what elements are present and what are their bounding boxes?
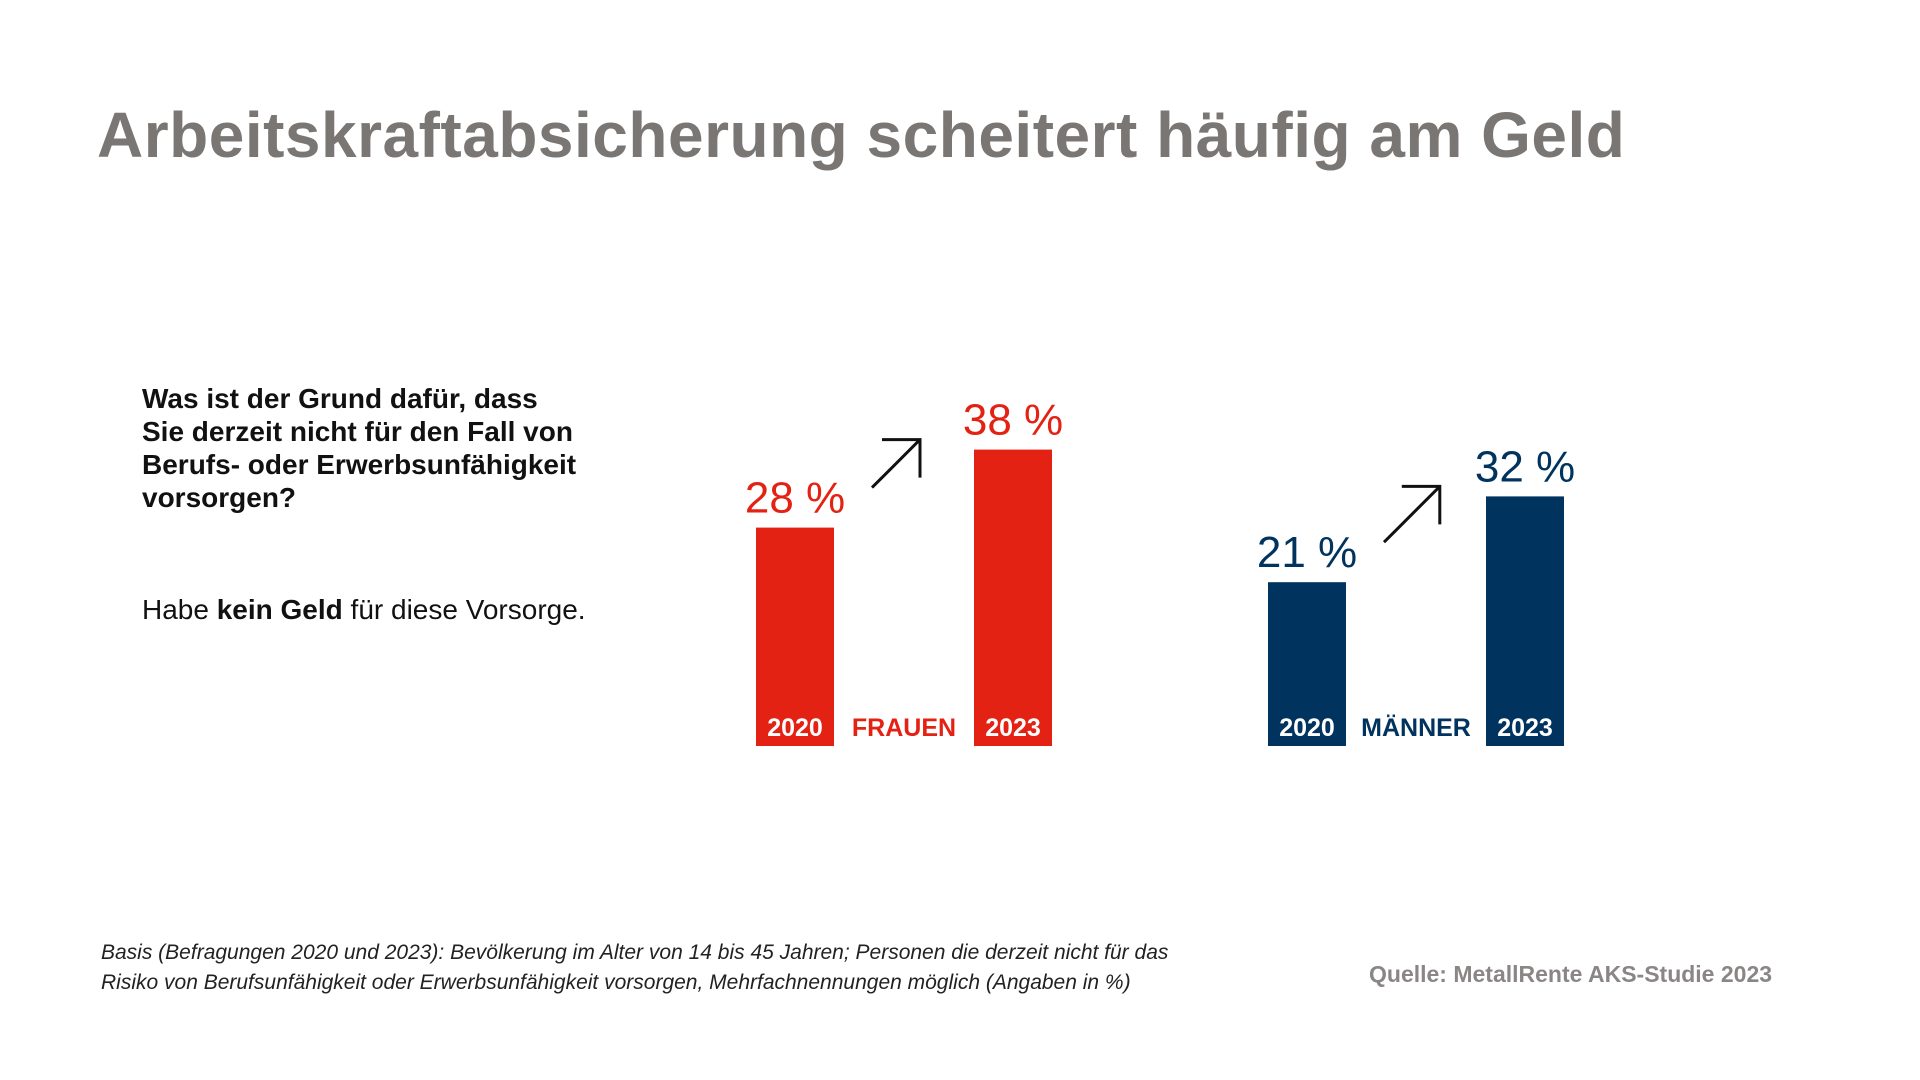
bar: [756, 527, 834, 746]
data-label: 32 %: [1475, 442, 1575, 491]
answer-prefix: Habe: [142, 594, 217, 625]
arrow-up-right-icon: [1382, 484, 1442, 544]
group-label: MÄNNER: [1361, 714, 1471, 742]
footnote-line: Risiko von Berufsunfähigkeit oder Erwerb…: [101, 971, 1131, 994]
category-label: 2023: [985, 714, 1041, 742]
source-credit: Quelle: MetallRente AKS-Studie 2023: [1369, 961, 1773, 987]
question-line: Was ist der Grund dafür, dass: [142, 383, 538, 414]
footnote-line: Basis (Befragungen 2020 und 2023): Bevöl…: [101, 941, 1169, 964]
bar: [1486, 496, 1564, 746]
question-line: Berufs- oder Erwerbsunfähigkeit: [142, 449, 577, 480]
data-label: 38 %: [963, 396, 1063, 445]
category-label: 2020: [1279, 714, 1335, 742]
survey-question: Was ist der Grund dafür, dass Sie derzei…: [142, 382, 662, 514]
page-title: Arbeitskraftabsicherung scheitert häufig…: [97, 99, 1626, 171]
bar: [1268, 582, 1346, 746]
data-label: 28 %: [745, 474, 845, 523]
category-label: 2023: [1497, 714, 1553, 742]
answer-suffix: für diese Vorsorge.: [342, 594, 586, 625]
group-label: FRAUEN: [852, 714, 956, 742]
category-label: 2020: [767, 714, 823, 742]
question-line: vorsorgen?: [142, 482, 297, 513]
answer-text: Habe kein Geld für diese Vorsorge.: [142, 594, 586, 626]
arrow-up-right-icon: [870, 438, 922, 489]
answer-emphasis: kein Geld: [216, 594, 343, 625]
bar: [974, 449, 1052, 746]
data-label: 21 %: [1257, 528, 1357, 577]
footnote: Basis (Befragungen 2020 und 2023): Bevöl…: [101, 938, 1391, 998]
question-line: Sie derzeit nicht für den Fall von: [142, 416, 573, 447]
